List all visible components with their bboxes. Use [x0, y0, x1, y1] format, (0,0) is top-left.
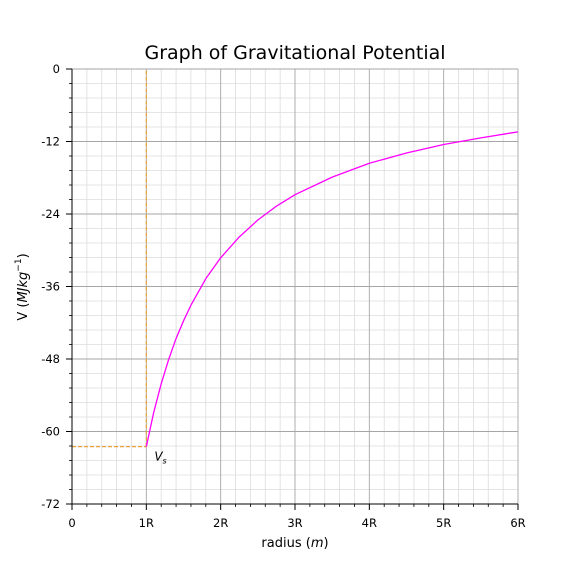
series-group [145, 131, 519, 447]
y-axis-label: V (MJkg−1) [14, 253, 31, 320]
x-tick-label: 5R [436, 516, 451, 530]
y-tick-label: 0 [53, 62, 60, 76]
x-tick-label: 6R [510, 516, 525, 530]
y-tick-label: -72 [41, 497, 60, 511]
surface-potential-label: Vs [154, 450, 166, 466]
surface-guides [72, 69, 147, 448]
y-tick-label: -60 [41, 425, 60, 439]
tick-labels: 0 1R 2R 3R 4R 5R 6R 0 -12 -24 -36 -48 -60 -72 [41, 62, 525, 530]
chart-title: Graph of Gravitational Potential [144, 42, 445, 64]
y-tick-label: -48 [41, 352, 60, 366]
x-axis-label: radius (m) [261, 536, 328, 551]
x-tick-label: 1R [139, 516, 154, 530]
y-tick-label: -36 [41, 280, 60, 294]
x-tick-label: 3R [287, 516, 302, 530]
potential-curve-line [145, 131, 519, 447]
tick-marks [66, 68, 519, 510]
x-tick-label: 2R [213, 516, 228, 530]
y-tick-label: -12 [41, 135, 60, 149]
x-tick-label: 0 [68, 516, 75, 530]
x-tick-label: 4R [362, 516, 377, 530]
y-tick-label: -24 [41, 207, 60, 221]
